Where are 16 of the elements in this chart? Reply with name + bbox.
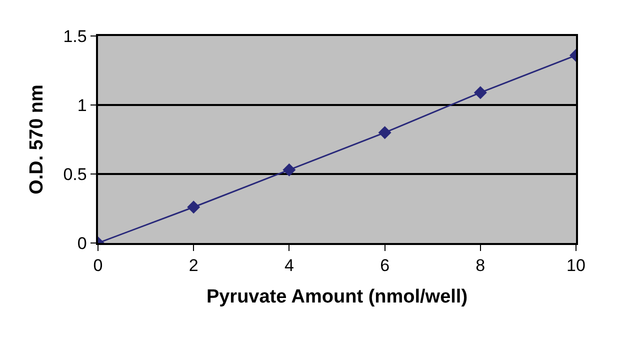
x-tick-label: 8 <box>476 256 486 276</box>
y-axis-title: O.D. 570 nm <box>26 84 48 194</box>
x-tick-label: 0 <box>93 256 103 276</box>
y-tick-label: 0 <box>77 234 87 253</box>
point <box>282 163 296 176</box>
x-tick-label: 2 <box>188 256 198 276</box>
y-tick-label: 0.5 <box>63 164 87 184</box>
x-tick-label: 10 <box>566 256 586 276</box>
point <box>474 86 487 100</box>
x-axis-title: Pyruvate Amount (nmol/well) <box>206 286 468 308</box>
point <box>378 126 392 140</box>
x-tick-label: 4 <box>284 256 294 276</box>
y-tick-label: 1 <box>77 96 87 115</box>
y-tick-label: 1.5 <box>63 26 87 46</box>
point <box>187 200 200 214</box>
x-tick-label: 6 <box>380 256 390 276</box>
